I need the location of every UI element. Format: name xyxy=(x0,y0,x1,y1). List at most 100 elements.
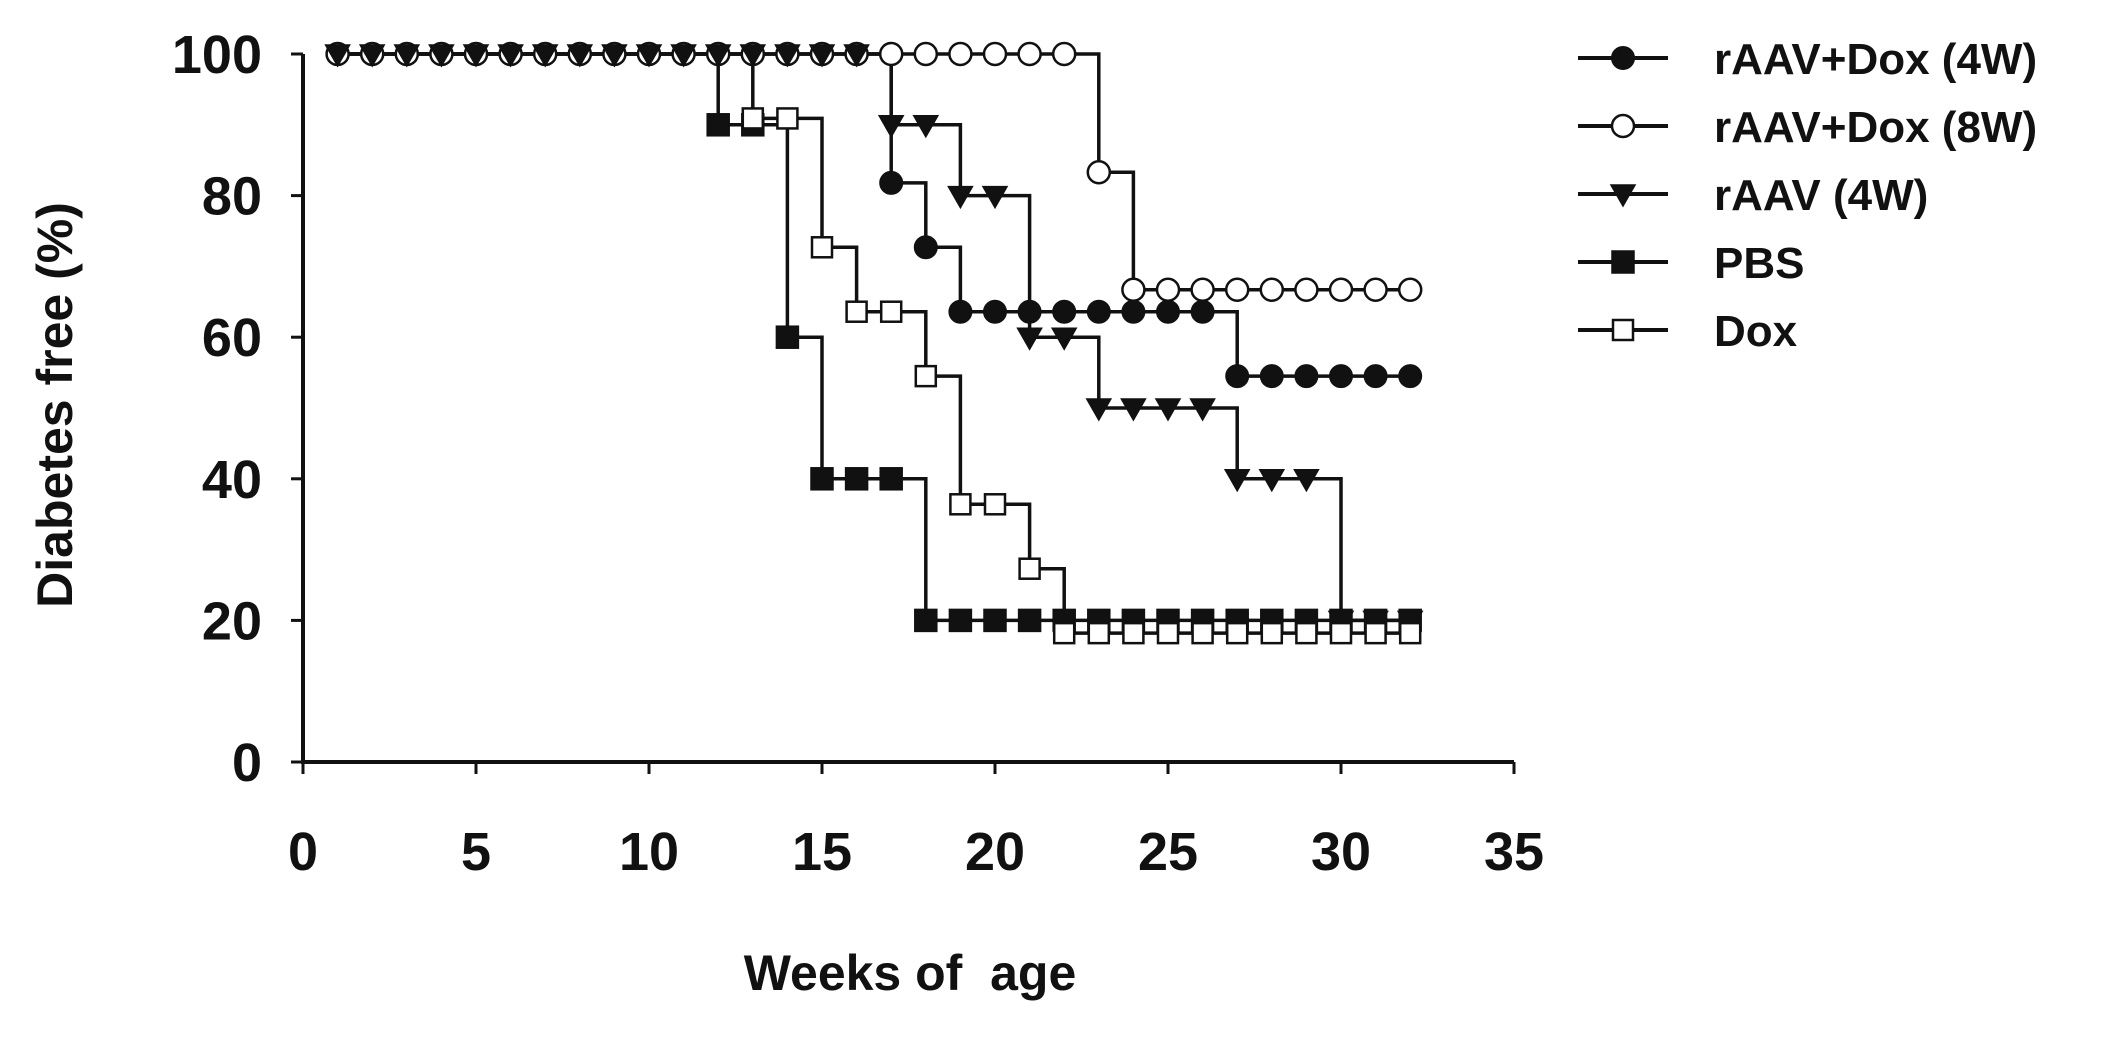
data-point xyxy=(808,44,836,68)
data-point xyxy=(1052,621,1076,645)
data-point xyxy=(1328,277,1354,303)
data-point xyxy=(1190,277,1215,303)
data-point xyxy=(1398,364,1423,389)
series-markers xyxy=(324,41,1424,645)
legend-marker xyxy=(1611,318,1635,342)
x-tick-label: 0 xyxy=(288,822,318,882)
data-point xyxy=(948,608,973,633)
data-point xyxy=(1086,299,1111,324)
legend-label: rAAV+Dox (4W) xyxy=(1714,35,2037,84)
data-point xyxy=(1294,277,1319,303)
data-point xyxy=(1294,364,1319,389)
x-tick-label: 10 xyxy=(619,822,679,882)
legend-label: Dox xyxy=(1714,307,1798,356)
data-point xyxy=(324,44,351,68)
data-point xyxy=(776,107,799,130)
data-point xyxy=(914,364,938,388)
data-point xyxy=(1156,621,1180,645)
data-point xyxy=(1052,299,1077,324)
data-point xyxy=(1191,621,1214,645)
legend-label: PBS xyxy=(1714,239,1804,288)
data-point xyxy=(566,44,594,68)
data-point xyxy=(1364,621,1387,645)
data-point xyxy=(706,113,730,137)
data-point xyxy=(947,185,974,210)
data-point xyxy=(1122,621,1145,645)
data-point xyxy=(1190,299,1215,324)
y-tick-label: 20 xyxy=(202,591,262,651)
data-point xyxy=(913,41,939,67)
data-point xyxy=(1154,398,1182,422)
legend-label: rAAV+Dox (8W) xyxy=(1714,103,2037,152)
data-point xyxy=(1085,398,1113,422)
data-point xyxy=(879,170,904,195)
data-point xyxy=(741,107,765,130)
data-point xyxy=(497,44,524,68)
data-point xyxy=(462,44,490,68)
data-point xyxy=(981,185,1009,210)
legend-label: rAAV (4W) xyxy=(1714,171,1928,220)
data-point xyxy=(428,44,455,68)
data-point xyxy=(1121,277,1146,303)
data-point xyxy=(601,44,628,68)
data-point xyxy=(878,41,904,67)
data-point xyxy=(1397,277,1423,303)
y-axis-title: Diabetes free (%) xyxy=(27,202,83,608)
data-point xyxy=(1086,159,1112,185)
data-point xyxy=(877,115,905,139)
x-tick-label: 30 xyxy=(1311,822,1371,882)
data-point xyxy=(810,467,834,491)
series-line xyxy=(337,52,1411,378)
data-point xyxy=(393,44,421,68)
data-point xyxy=(1017,608,1042,633)
data-point xyxy=(879,300,903,323)
data-point xyxy=(844,467,869,491)
data-point xyxy=(1018,557,1041,580)
data-point xyxy=(1016,327,1043,351)
data-point xyxy=(843,44,870,68)
data-point xyxy=(1156,299,1180,324)
data-point xyxy=(1258,469,1286,493)
series-line xyxy=(337,52,1411,292)
data-point xyxy=(1259,277,1285,303)
data-point xyxy=(1121,299,1146,324)
x-tick-label: 20 xyxy=(965,822,1025,882)
data-point xyxy=(1363,277,1388,303)
data-point xyxy=(1329,621,1353,645)
data-point xyxy=(948,41,973,67)
data-point xyxy=(775,325,800,349)
data-point xyxy=(810,236,834,259)
data-point xyxy=(913,235,938,260)
data-point xyxy=(1225,621,1249,645)
data-point xyxy=(983,493,1007,516)
legend-marker xyxy=(1611,46,1635,70)
data-point xyxy=(912,115,940,139)
data-point xyxy=(1155,277,1181,303)
data-point xyxy=(1398,621,1422,645)
legend-marker xyxy=(1611,250,1635,274)
legend-marker xyxy=(1609,184,1637,208)
y-tick-label: 0 xyxy=(232,733,262,793)
data-point xyxy=(1260,621,1284,645)
data-point xyxy=(1051,41,1077,67)
series-line xyxy=(337,52,1411,635)
x-tick-label: 15 xyxy=(792,822,852,882)
data-point xyxy=(879,467,903,491)
legend: rAAV+Dox (4W) rAAV+Dox (8W) rAAV (4W) PBS Do… xyxy=(1578,35,2037,356)
data-point xyxy=(1224,277,1250,303)
y-tick-label: 80 xyxy=(202,167,262,227)
data-point xyxy=(982,41,1008,67)
data-point xyxy=(914,608,938,633)
legend-marker xyxy=(1610,113,1636,139)
data-point xyxy=(635,44,663,68)
data-point xyxy=(1017,299,1042,324)
data-point xyxy=(1017,41,1042,67)
data-point xyxy=(1050,327,1078,351)
data-point xyxy=(1087,621,1111,645)
data-point xyxy=(845,300,868,323)
series-line xyxy=(337,52,1411,623)
axes: 0 5 10 15 20 25 30 35 0 20 40 60 80 100 xyxy=(172,25,1544,882)
data-point xyxy=(774,44,801,68)
x-tick-label: 25 xyxy=(1138,822,1198,882)
